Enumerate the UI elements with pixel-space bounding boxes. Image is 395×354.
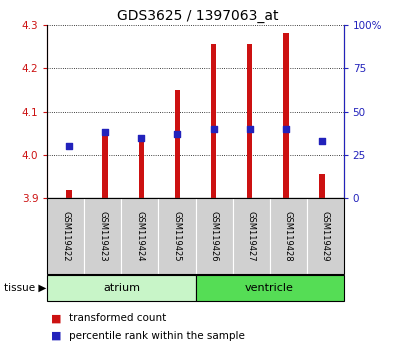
Text: GSM119429: GSM119429 — [321, 211, 330, 262]
Point — [246, 126, 253, 132]
Point — [102, 130, 108, 135]
Point — [211, 126, 217, 132]
Text: GSM119426: GSM119426 — [209, 211, 218, 262]
Point — [283, 126, 289, 132]
Text: ventricle: ventricle — [245, 283, 294, 293]
Bar — [139, 137, 144, 198]
Point — [138, 135, 145, 140]
Bar — [102, 129, 108, 198]
Text: ■: ■ — [51, 313, 62, 323]
Text: GSM119428: GSM119428 — [284, 211, 293, 262]
Text: GSM119427: GSM119427 — [246, 211, 256, 262]
Bar — [247, 44, 252, 198]
Text: GSM119423: GSM119423 — [98, 211, 107, 262]
Bar — [66, 190, 72, 198]
Text: tissue ▶: tissue ▶ — [4, 283, 46, 293]
Text: GDS3625 / 1397063_at: GDS3625 / 1397063_at — [117, 9, 278, 23]
Text: atrium: atrium — [103, 283, 140, 293]
Text: GSM119422: GSM119422 — [61, 211, 70, 262]
Text: GSM119425: GSM119425 — [173, 211, 182, 262]
Point — [319, 138, 325, 144]
Point — [174, 131, 181, 137]
Bar — [211, 44, 216, 198]
Bar — [175, 90, 180, 198]
Bar — [283, 33, 289, 198]
Text: GSM119424: GSM119424 — [135, 211, 145, 262]
Text: percentile rank within the sample: percentile rank within the sample — [69, 331, 245, 341]
Point — [66, 143, 72, 149]
Bar — [319, 175, 325, 198]
Text: transformed count: transformed count — [69, 313, 166, 323]
Text: ■: ■ — [51, 331, 62, 341]
